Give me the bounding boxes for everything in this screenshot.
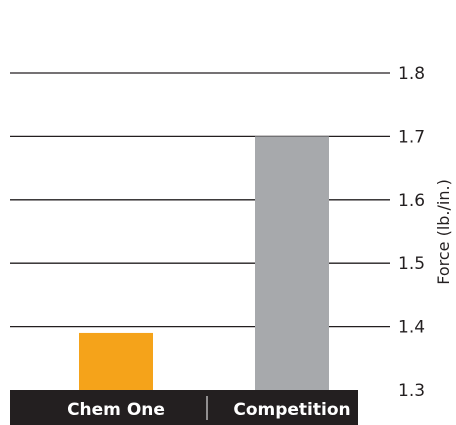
y-axis-ticks: 1.3 1.4 1.5 1.6 1.7 1.8 [398, 64, 425, 401]
y-tick-label: 1.5 [398, 254, 425, 274]
bar-competition [255, 136, 329, 390]
category-band-background [10, 390, 358, 425]
y-tick-label: 1.6 [398, 191, 425, 211]
y-tick-label: 1.7 [398, 127, 425, 147]
bar-chem-one [79, 332, 153, 390]
bars [79, 136, 329, 390]
category-label: Chem One [67, 400, 165, 420]
y-tick-label: 1.8 [398, 64, 425, 84]
category-label: Competition [233, 400, 350, 420]
y-axis-label: Force (lb./in.) [434, 179, 453, 285]
y-tick-label: 1.4 [398, 318, 425, 338]
category-band: Chem One Competition [10, 390, 358, 425]
gridlines [10, 72, 390, 328]
y-tick-label: 1.3 [398, 381, 425, 401]
